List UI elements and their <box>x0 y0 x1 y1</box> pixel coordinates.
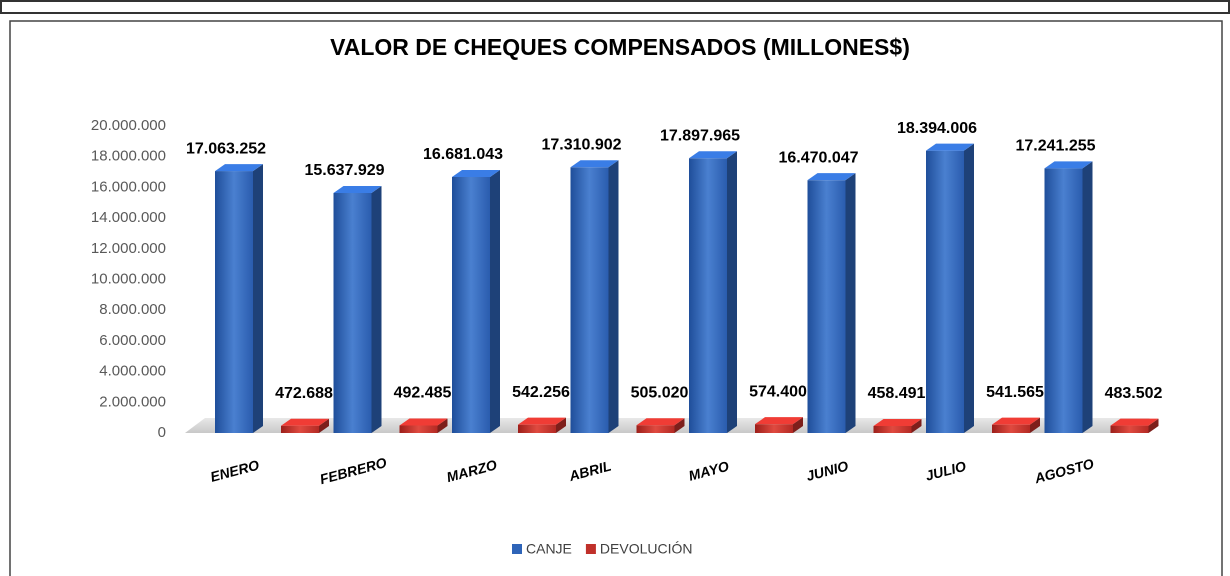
value-label: 472.688 <box>275 385 333 402</box>
bar-front <box>992 424 1030 433</box>
bar-front <box>636 425 675 433</box>
value-label: 17.063.252 <box>186 140 266 157</box>
bar-top <box>873 418 922 426</box>
bar-top <box>807 173 856 181</box>
bar-side <box>253 164 263 433</box>
legend-marker <box>585 544 596 554</box>
value-label: 15.637.929 <box>304 162 384 179</box>
bar-top <box>992 417 1040 425</box>
bar-side <box>911 418 922 433</box>
bar-front <box>333 192 372 433</box>
bar-side <box>674 418 685 433</box>
value-label: 492.485 <box>394 385 452 402</box>
bar-side <box>608 160 619 433</box>
bar-front <box>281 425 319 433</box>
y-tick-label: 6.000.000 <box>99 332 166 349</box>
bar-top <box>755 417 803 425</box>
bar-front <box>1044 168 1083 433</box>
value-label: 541.565 <box>986 384 1044 401</box>
y-tick-label: 18.000.000 <box>91 148 166 165</box>
value-label: 17.897.965 <box>660 127 740 144</box>
bar-front <box>873 425 912 433</box>
y-tick-label: 8.000.000 <box>99 301 166 318</box>
bar-top <box>518 417 566 425</box>
bar-side <box>556 417 566 433</box>
y-tick-label: 20.000.000 <box>91 117 166 134</box>
bar-top <box>689 151 737 159</box>
value-label: 483.502 <box>1105 385 1163 402</box>
bar-top <box>281 418 329 426</box>
y-tick-label: 4.000.000 <box>99 363 166 380</box>
bar-side <box>319 418 329 433</box>
bar-front <box>689 158 727 433</box>
bar-front <box>926 150 964 433</box>
value-label: 17.241.255 <box>1015 138 1095 155</box>
legend-label: CANJE <box>526 541 572 557</box>
bar-top <box>926 143 974 151</box>
bar-side <box>964 143 974 433</box>
value-label: 542.256 <box>512 384 570 401</box>
bar-front <box>518 424 556 433</box>
bar-front <box>452 176 490 433</box>
value-label: 574.400 <box>749 383 807 400</box>
y-tick-label: 0 <box>158 424 166 441</box>
value-label: 17.310.902 <box>541 136 621 153</box>
value-label: 16.470.047 <box>778 149 858 166</box>
bar-side <box>490 169 500 433</box>
bar-side <box>1030 417 1040 433</box>
bar-front <box>807 180 846 433</box>
bar-side <box>727 151 737 433</box>
bar-top <box>452 169 500 177</box>
bar-top <box>333 185 382 193</box>
bar-side <box>793 417 803 433</box>
y-tick-label: 10.000.000 <box>91 270 166 287</box>
bar-front <box>399 425 438 433</box>
bar-top <box>570 160 619 168</box>
bar-side <box>437 418 448 433</box>
bar-side <box>1148 418 1159 433</box>
value-label: 18.394.006 <box>897 120 977 137</box>
bar-front <box>755 424 793 433</box>
bar-side <box>371 185 382 433</box>
legend-label: DEVOLUCIÓN <box>600 541 693 557</box>
bar-top <box>399 418 448 426</box>
chart-title: VALOR DE CHEQUES COMPENSADOS (MILLONES$) <box>330 34 910 60</box>
bar-top <box>1044 161 1093 169</box>
bar-front <box>215 171 253 433</box>
bar-front <box>1110 425 1149 433</box>
y-tick-label: 12.000.000 <box>91 240 166 257</box>
bar-top <box>1110 418 1159 426</box>
y-tick-label: 2.000.000 <box>99 393 166 410</box>
value-label: 505.020 <box>631 384 689 401</box>
value-label: 16.681.043 <box>423 146 503 163</box>
y-tick-label: 14.000.000 <box>91 209 166 226</box>
value-label: 458.491 <box>868 385 926 402</box>
y-tick-label: 16.000.000 <box>91 178 166 195</box>
bar-top <box>215 164 263 172</box>
bar-front <box>570 167 609 433</box>
legend-marker <box>512 544 522 554</box>
top-frame <box>0 0 1230 14</box>
bar-side <box>1082 161 1093 433</box>
bar-top <box>636 418 685 426</box>
bar-side <box>845 173 856 433</box>
